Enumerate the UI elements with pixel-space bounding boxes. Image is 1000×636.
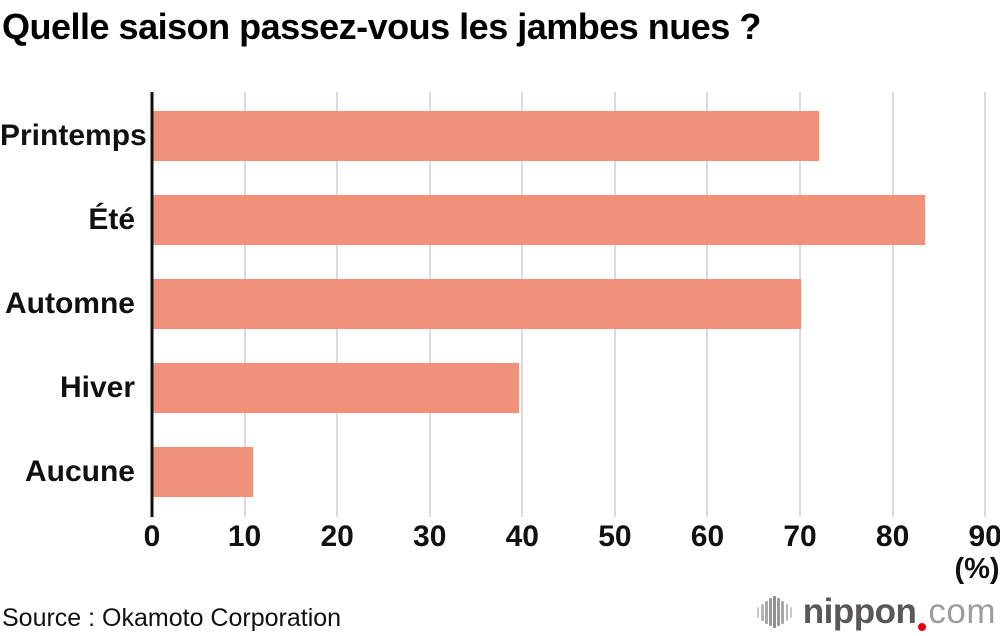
bar-hiver — [153, 363, 519, 414]
category-label-automne: Automne — [5, 287, 135, 321]
x-tick-label: 0 — [143, 520, 161, 553]
category-label-printemps: Printemps — [0, 119, 147, 152]
bar-printemps — [153, 111, 819, 161]
gridline — [891, 92, 894, 517]
y-axis-line — [150, 92, 154, 517]
wave-bar — [756, 606, 760, 618]
x-tick-label: 90 — [968, 520, 1000, 553]
bar-aucune — [153, 447, 253, 498]
x-axis-unit-label: (%) — [954, 553, 1000, 585]
wave-bar — [765, 600, 768, 624]
wave-bar — [781, 600, 784, 624]
wave-bar — [789, 606, 793, 618]
x-tick-label: 50 — [598, 520, 632, 553]
bar-automne — [153, 279, 802, 330]
plot-area — [150, 92, 1000, 517]
category-label-hiver: Hiver — [59, 371, 135, 405]
category-label-ete: Été — [88, 203, 135, 237]
x-tick-label: 70 — [783, 520, 817, 553]
logo-brand-text: nippon — [802, 592, 917, 631]
nippon-logo: nippon com — [756, 592, 996, 632]
x-tick-label: 20 — [320, 520, 354, 553]
x-tick-label: 40 — [505, 520, 539, 553]
x-tick-label: 10 — [227, 520, 262, 553]
logo-tld-text: com — [928, 592, 996, 631]
x-tick-label: 80 — [875, 520, 910, 553]
wave-bar — [777, 598, 780, 626]
chart-title: Quelle saison passez-vous les jambes nue… — [2, 6, 761, 47]
logo-dot-icon — [918, 623, 927, 631]
gridline — [984, 92, 987, 517]
category-label-aucune: Aucune — [24, 455, 135, 489]
wave-bar — [773, 596, 776, 628]
source-text: Source : Okamoto Corporation — [2, 604, 342, 632]
wave-bar — [769, 598, 772, 626]
bar-ete — [153, 195, 926, 246]
x-tick-label: 30 — [413, 520, 447, 553]
wave-bar — [785, 603, 789, 621]
soundwave-icon — [756, 596, 794, 628]
wave-bar — [761, 603, 764, 621]
x-tick-labels: 0 10 20 30 40 50 60 70 80 90 — [144, 520, 1000, 556]
x-tick-label: 60 — [690, 520, 725, 553]
logo-text: nippon com — [803, 592, 996, 632]
